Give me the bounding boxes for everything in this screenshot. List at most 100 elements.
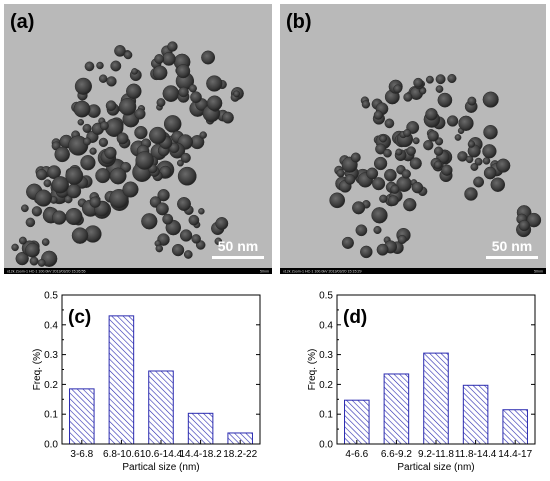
nanoparticle <box>96 61 104 70</box>
nanoparticle <box>52 210 67 225</box>
nanoparticle <box>183 250 193 259</box>
nanoparticle <box>526 212 542 228</box>
nanoparticle <box>413 77 424 88</box>
nanoparticle <box>360 245 373 259</box>
scale-bar <box>486 256 538 259</box>
nanoparticle <box>403 92 413 102</box>
nanoparticle <box>350 152 361 163</box>
nanoparticle <box>99 121 109 131</box>
nanoparticle <box>162 85 180 102</box>
nanoparticle <box>177 166 197 186</box>
tem-image-b-canvas: x12k Zoom-1 HC-1 100.0kV 2013/03/20 15:1… <box>280 4 546 274</box>
nanoparticle <box>474 157 483 166</box>
nanoparticle <box>412 137 420 145</box>
nanoparticle <box>464 187 478 201</box>
nanoparticle <box>482 144 497 159</box>
nanoparticle <box>214 237 223 246</box>
nanoparticle <box>447 73 457 84</box>
nanoparticle <box>176 159 184 167</box>
x-axis-label: Partical size (nm) <box>122 462 199 473</box>
nanoparticle <box>65 207 83 226</box>
panel-label: (a) <box>10 11 34 33</box>
nanoparticle <box>105 100 117 112</box>
nanoparticle <box>433 146 444 156</box>
nanoparticle <box>233 90 241 98</box>
nanoparticle <box>179 229 193 242</box>
tem-background <box>4 4 272 274</box>
nanoparticle <box>467 96 477 106</box>
nanoparticle <box>470 163 479 171</box>
nanoparticle <box>89 196 101 208</box>
nanoparticle <box>152 65 168 81</box>
nanoparticle <box>352 201 366 215</box>
nanoparticle <box>425 75 434 84</box>
nanoparticle <box>483 166 497 180</box>
nanoparticle <box>47 165 61 179</box>
tem-image-a-canvas: x12k Zoom-1 HC-1 100.0kV 2013/03/20 15:2… <box>4 4 272 274</box>
y-tick-label: 0.4 <box>44 320 58 331</box>
nanoparticle <box>366 167 379 180</box>
nanoparticle <box>178 86 189 98</box>
tem-footer-text: x12k Zoom-1 HC-1 100.0kV 2013/03/20 15:2… <box>7 270 86 274</box>
nanoparticle <box>372 177 386 191</box>
nanoparticle <box>341 236 354 249</box>
nanoparticle <box>65 166 84 185</box>
y-tick-label: 0.1 <box>319 410 333 421</box>
nanoparticle <box>490 177 506 192</box>
nanoparticle <box>106 76 117 87</box>
y-axis-label: Freq. (%) <box>307 349 318 391</box>
nanoparticle <box>118 98 137 116</box>
nanoparticle <box>25 242 40 258</box>
nanoparticle <box>355 224 368 237</box>
nanoparticle <box>71 227 89 244</box>
bar-6.8-10.6 <box>108 315 135 445</box>
y-tick-label: 0.0 <box>44 440 58 451</box>
nanoparticle <box>435 74 446 85</box>
nanoparticle <box>375 143 387 155</box>
nanoparticle <box>131 68 138 75</box>
nanoparticle <box>154 54 165 64</box>
nanoparticle <box>11 243 19 252</box>
x-tick-label: 18.2-22 <box>223 449 257 460</box>
nanoparticle <box>373 225 382 235</box>
nanoparticle <box>390 184 400 194</box>
y-tick-label: 0.2 <box>319 380 333 391</box>
x-tick-label: 14.4-18.2 <box>179 449 222 460</box>
nanoparticle <box>329 192 346 209</box>
nanoparticle <box>25 217 36 228</box>
nanoparticle <box>190 91 202 104</box>
nanoparticle <box>437 92 453 108</box>
bar-6.6-9.2 <box>383 373 410 445</box>
nanoparticle <box>114 45 126 57</box>
nanoparticle <box>155 202 169 216</box>
nanoparticle <box>89 147 97 155</box>
nanoparticle <box>134 108 146 120</box>
nanoparticle <box>167 41 178 52</box>
nanoparticle <box>496 158 511 173</box>
nanoparticle <box>409 157 422 170</box>
nanoparticle <box>54 146 70 163</box>
nanoparticle <box>77 119 85 126</box>
nanoparticle <box>29 256 39 266</box>
nanoparticle <box>406 146 416 156</box>
nanoparticle <box>454 134 462 141</box>
nanoparticle <box>206 95 223 111</box>
scale-bar-label: 50 nm <box>218 238 258 254</box>
bar-10.6-14.4 <box>148 370 174 445</box>
nanoparticle <box>18 236 27 245</box>
nanoparticle <box>199 131 207 139</box>
nanoparticle <box>201 50 216 65</box>
bar-9.2-11.8 <box>423 352 449 445</box>
nanoparticle <box>344 174 356 185</box>
x-tick-label: 11.8-14.4 <box>455 449 497 460</box>
x-tick-label: 3-6.8 <box>70 449 93 460</box>
nanoparticle <box>80 155 96 171</box>
nanoparticle <box>483 124 498 140</box>
nanoparticle <box>95 168 111 184</box>
tem-image-a: x12k Zoom-1 HC-1 100.0kV 2013/03/20 15:2… <box>4 4 272 274</box>
nanoparticle <box>116 132 129 145</box>
nanoparticle <box>518 219 530 232</box>
bar-11.8-14.4 <box>462 384 489 445</box>
nanoparticle <box>411 181 424 194</box>
nanoparticle <box>388 195 399 206</box>
